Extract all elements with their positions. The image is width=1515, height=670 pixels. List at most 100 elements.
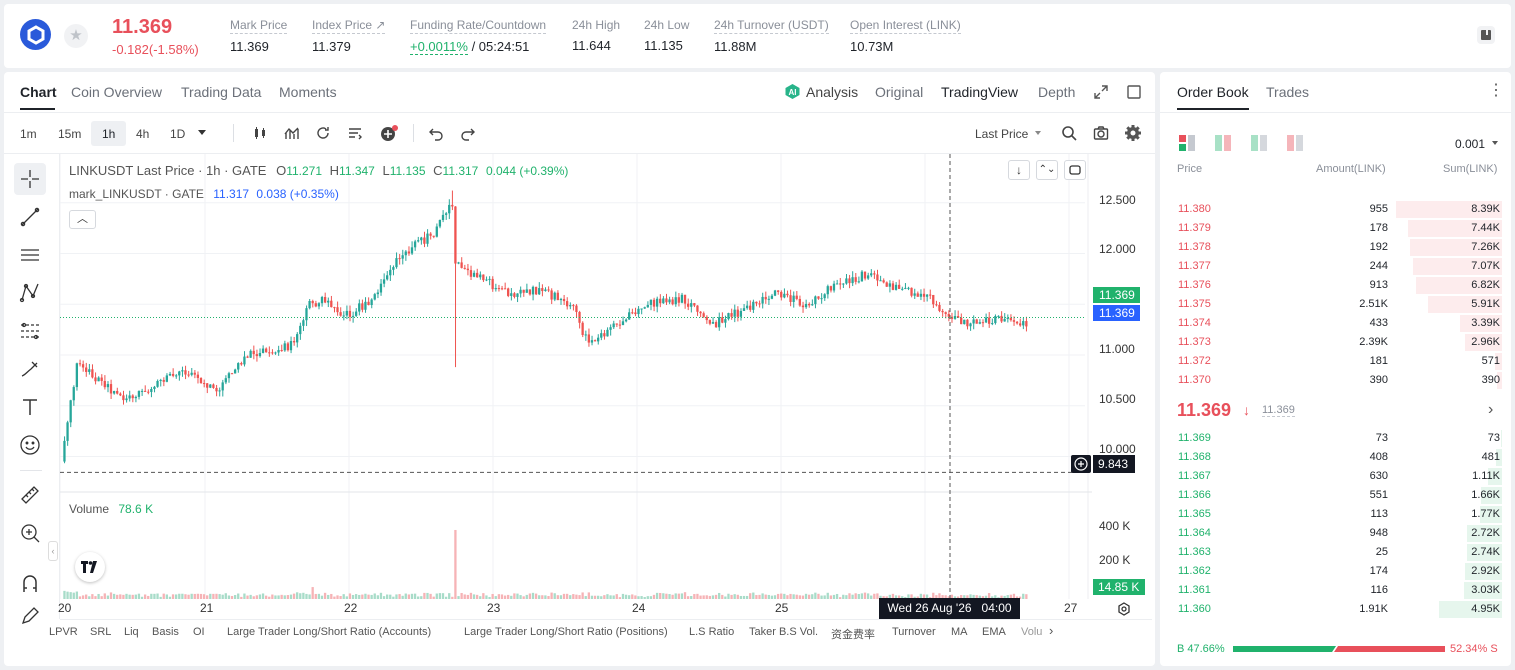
ask-row[interactable]: 11.377 244 7.07K bbox=[1176, 257, 1502, 276]
bid-row[interactable]: 11.365 113 1.77K bbox=[1176, 505, 1502, 524]
add-indicator-icon[interactable] bbox=[380, 125, 398, 141]
volume-bar bbox=[373, 593, 376, 599]
add-alert-icon[interactable] bbox=[1071, 455, 1091, 473]
bid-row[interactable]: 11.362 174 2.92K bbox=[1176, 562, 1502, 581]
interval-1d[interactable]: 1D bbox=[170, 127, 186, 141]
view-both-icon[interactable] bbox=[1179, 135, 1195, 151]
indicator-ls-ratio[interactable]: L.S Ratio bbox=[689, 626, 735, 638]
expand-icon[interactable] bbox=[1093, 84, 1109, 100]
camera-icon[interactable] bbox=[1093, 125, 1109, 141]
price-type-select[interactable]: Last Price bbox=[975, 127, 1029, 141]
ask-row[interactable]: 11.374 433 3.39K bbox=[1176, 314, 1502, 333]
indicator-ema[interactable]: EMA bbox=[982, 626, 1006, 638]
settings-gear-icon[interactable] bbox=[1125, 125, 1141, 141]
bid-row[interactable]: 11.368 408 481 bbox=[1176, 448, 1502, 467]
collapse-toolbar-icon[interactable]: ‹ bbox=[48, 541, 58, 561]
indicators-icon[interactable] bbox=[284, 125, 300, 141]
indicator-basis[interactable]: Basis bbox=[152, 626, 179, 638]
crosshair-tool-icon[interactable] bbox=[14, 163, 46, 195]
tab-chart[interactable]: Chart bbox=[20, 84, 57, 100]
ask-row[interactable]: 11.375 2.51K 5.91K bbox=[1176, 295, 1502, 314]
axis-settings-icon[interactable] bbox=[1117, 602, 1131, 616]
bid-row[interactable]: 11.366 551 1.66K bbox=[1176, 486, 1502, 505]
bid-row[interactable]: 11.364 948 2.72K bbox=[1176, 524, 1502, 543]
price-chart[interactable] bbox=[60, 154, 1092, 619]
tab-trades[interactable]: Trades bbox=[1266, 84, 1310, 100]
tab-moments[interactable]: Moments bbox=[279, 84, 337, 100]
indicator-turnover[interactable]: Turnover bbox=[892, 626, 936, 638]
ask-row[interactable]: 11.380 955 8.39K bbox=[1176, 200, 1502, 219]
precision-select[interactable]: 0.001 bbox=[1455, 137, 1486, 151]
interval-dropdown-icon[interactable] bbox=[198, 130, 206, 135]
bid-row[interactable]: 11.361 116 3.03K bbox=[1176, 581, 1502, 600]
bid-row[interactable]: 11.367 630 1.11K bbox=[1176, 467, 1502, 486]
ruler-tool-icon[interactable] bbox=[14, 479, 46, 511]
indicator-large-trader-positions[interactable]: Large Trader Long/Short Ratio (Positions… bbox=[464, 626, 668, 638]
indicator-large-trader-accounts[interactable]: Large Trader Long/Short Ratio (Accounts) bbox=[227, 626, 432, 638]
tab-depth[interactable]: Depth bbox=[1038, 84, 1076, 100]
indicator-srl[interactable]: SRL bbox=[90, 626, 112, 638]
interval-1m[interactable]: 1m bbox=[20, 127, 37, 141]
bid-row[interactable]: 11.369 73 73 bbox=[1176, 429, 1502, 448]
tab-analysis[interactable]: Analysis bbox=[806, 84, 859, 100]
tab-tradingview[interactable]: TradingView bbox=[941, 84, 1019, 100]
ask-row[interactable]: 11.373 2.39K 2.96K bbox=[1176, 333, 1502, 352]
indicator-liq[interactable]: Liq bbox=[124, 626, 139, 638]
text-tool-icon[interactable] bbox=[14, 391, 46, 423]
fullscreen-chart-button[interactable] bbox=[1064, 160, 1086, 180]
ask-row[interactable]: 11.378 192 7.26K bbox=[1176, 238, 1502, 257]
bid-row[interactable]: 11.363 25 2.74K bbox=[1176, 543, 1502, 562]
view-asks-icon[interactable] bbox=[1287, 135, 1303, 151]
tab-coin-overview[interactable]: Coin Overview bbox=[71, 84, 163, 100]
interval-1h[interactable]: 1h bbox=[102, 127, 116, 141]
view-bids-icon[interactable] bbox=[1251, 135, 1267, 151]
ask-row[interactable]: 11.379 178 7.44K bbox=[1176, 219, 1502, 238]
ask-row[interactable]: 11.370 390 390 bbox=[1176, 371, 1502, 390]
volume-bar bbox=[814, 592, 817, 599]
interval-4h[interactable]: 4h bbox=[136, 127, 150, 141]
undo-icon[interactable] bbox=[428, 125, 444, 141]
trend-line-tool-icon[interactable] bbox=[14, 201, 46, 233]
price-type-caret-icon[interactable] bbox=[1035, 131, 1041, 135]
collapse-chart-button[interactable]: ⌃⌄ bbox=[1036, 160, 1058, 180]
interval-15m[interactable]: 15m bbox=[58, 127, 82, 141]
funding-rate-value[interactable]: +0.0011% bbox=[410, 39, 468, 55]
brush-tool-icon[interactable] bbox=[14, 353, 46, 385]
fib-tool-icon[interactable] bbox=[14, 315, 46, 347]
indicator-funding-rate[interactable]: 资金费率 bbox=[831, 629, 875, 641]
precision-caret-icon[interactable] bbox=[1492, 141, 1498, 145]
ask-row[interactable]: 11.372 181 571 bbox=[1176, 352, 1502, 371]
tab-order-book[interactable]: Order Book bbox=[1177, 84, 1249, 100]
view-asks-bids-icon[interactable] bbox=[1215, 135, 1231, 151]
indicator-taker-bs-vol[interactable]: Taker B.S Vol. bbox=[749, 626, 819, 638]
zoom-in-tool-icon[interactable] bbox=[14, 517, 46, 549]
redo-icon[interactable] bbox=[460, 125, 476, 141]
candle-type-icon[interactable] bbox=[252, 125, 268, 141]
collapse-legend-button[interactable]: ︿ bbox=[69, 210, 96, 229]
favorite-star-icon[interactable]: ★ bbox=[64, 24, 88, 48]
bid-row[interactable]: 11.360 1.91K 4.95K bbox=[1176, 600, 1502, 619]
sell-ratio-fill bbox=[1334, 646, 1445, 652]
emoji-tool-icon[interactable] bbox=[14, 429, 46, 461]
orderbook-more-chevron-icon[interactable]: › bbox=[1488, 401, 1494, 418]
more-menu-icon[interactable]: ⋮ bbox=[1488, 82, 1504, 99]
indicator-lpvr[interactable]: LPVR bbox=[49, 626, 78, 638]
scroll-latest-button[interactable]: ↓ bbox=[1008, 160, 1030, 180]
volume-bar bbox=[823, 595, 826, 599]
window-icon[interactable] bbox=[1126, 84, 1142, 100]
compare-icon[interactable] bbox=[315, 125, 331, 141]
templates-icon[interactable] bbox=[347, 125, 363, 141]
ask-row[interactable]: 11.376 913 6.82K bbox=[1176, 276, 1502, 295]
search-icon[interactable] bbox=[1061, 125, 1077, 141]
magnet-tool-icon[interactable] bbox=[14, 568, 46, 600]
tab-original[interactable]: Original bbox=[875, 84, 924, 100]
horizontal-lines-tool-icon[interactable] bbox=[14, 239, 46, 271]
pencil-tool-icon[interactable] bbox=[14, 606, 46, 626]
tab-trading-data[interactable]: Trading Data bbox=[181, 84, 262, 100]
indicator-volume[interactable]: Volu bbox=[1021, 626, 1043, 638]
indicator-oi[interactable]: OI bbox=[193, 626, 205, 638]
indicator-scroll-right-icon[interactable]: › bbox=[1049, 623, 1054, 638]
pattern-tool-icon[interactable] bbox=[14, 277, 46, 309]
book-icon[interactable] bbox=[1477, 26, 1495, 44]
indicator-ma[interactable]: MA bbox=[951, 626, 968, 638]
